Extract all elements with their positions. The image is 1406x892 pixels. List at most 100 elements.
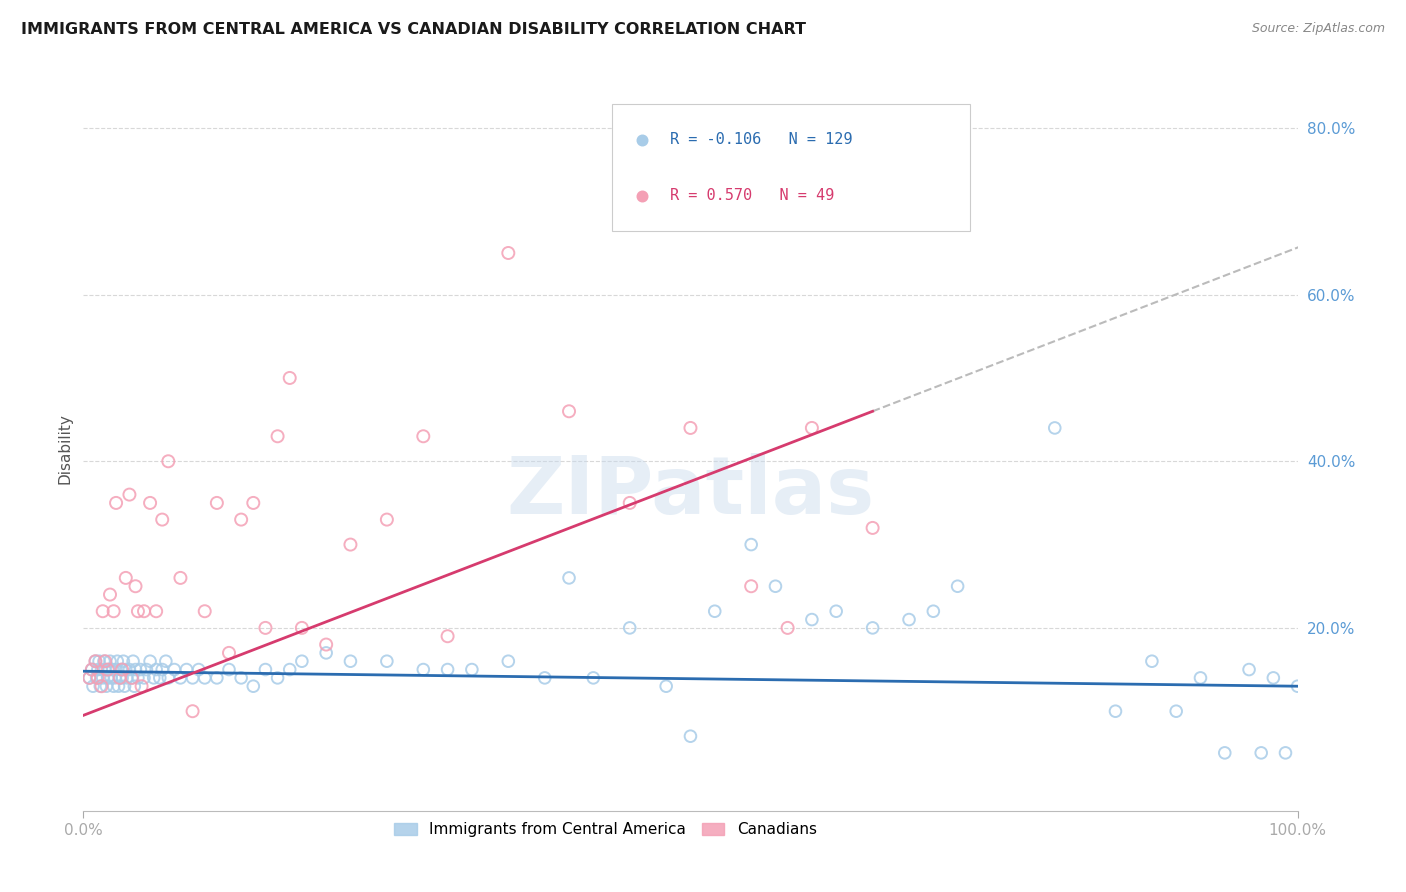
Point [89,679,111,693]
Point [315,638,337,652]
Point [412,663,434,677]
Point [242,679,264,693]
Point [375,512,398,526]
Point [107,679,129,693]
Point [145,604,167,618]
Point [436,663,458,677]
Point [90,679,112,693]
Point [97,663,120,677]
Point [108,671,131,685]
Point [278,371,301,385]
Point [533,671,555,685]
Text: R = 0.570   N = 49: R = 0.570 N = 49 [669,188,834,203]
Point [90,663,112,677]
Point [124,579,146,593]
Point [631,16,654,30]
Point [127,604,149,618]
Point [127,671,149,685]
Point [631,80,654,95]
Point [142,671,165,685]
Point [740,579,762,593]
Point [558,404,581,418]
Point [1274,746,1296,760]
Point [87,671,110,685]
Y-axis label: Disability: Disability [58,413,72,484]
Text: Source: ZipAtlas.com: Source: ZipAtlas.com [1251,22,1385,36]
Point [862,621,884,635]
Point [104,671,127,685]
Point [254,621,277,635]
Point [1213,746,1236,760]
Point [242,496,264,510]
Point [79,671,101,685]
Point [135,663,157,677]
Point [1286,679,1309,693]
Point [862,521,884,535]
Point [115,671,138,685]
Point [231,512,253,526]
Point [114,663,136,677]
Point [118,663,141,677]
Point [97,663,120,677]
Point [149,671,172,685]
Text: IMMIGRANTS FROM CENTRAL AMERICA VS CANADIAN DISABILITY CORRELATION CHART: IMMIGRANTS FROM CENTRAL AMERICA VS CANAD… [21,22,806,37]
Point [124,679,146,693]
Point [86,671,108,685]
Point [703,604,725,618]
Point [118,487,141,501]
Legend: Immigrants from Central America, Canadians: Immigrants from Central America, Canadia… [388,816,823,844]
Point [84,654,107,668]
Point [103,679,125,693]
Point [82,679,104,693]
Point [194,604,217,618]
Point [122,654,145,668]
Point [129,663,152,677]
Point [150,512,173,526]
Point [91,671,114,685]
Point [412,429,434,443]
Point [80,663,103,677]
Point [145,663,167,677]
Point [291,654,314,668]
Point [163,663,186,677]
Point [619,496,641,510]
Point [231,671,253,685]
Point [187,663,209,677]
Point [97,671,120,685]
Point [181,671,204,685]
Point [100,671,122,685]
Point [1237,663,1260,677]
Point [375,654,398,668]
Point [266,671,288,685]
Point [619,621,641,635]
Point [80,663,103,677]
Point [155,654,177,668]
Point [105,496,128,510]
Point [205,496,228,510]
Point [121,671,143,685]
Point [339,654,361,668]
Point [436,629,458,643]
Point [112,654,135,668]
Point [825,604,848,618]
Point [101,663,124,677]
FancyBboxPatch shape [612,104,970,231]
Point [150,663,173,677]
Point [498,654,520,668]
Point [1166,704,1188,718]
Point [98,654,121,668]
Point [169,571,191,585]
Point [94,654,117,668]
Point [679,421,702,435]
Point [94,663,117,677]
Point [79,671,101,685]
Point [558,571,581,585]
Point [800,613,823,627]
Point [765,579,787,593]
Point [315,646,337,660]
Point [461,663,484,677]
Point [218,663,240,677]
Point [291,621,314,635]
Point [679,729,702,743]
Point [776,621,799,635]
